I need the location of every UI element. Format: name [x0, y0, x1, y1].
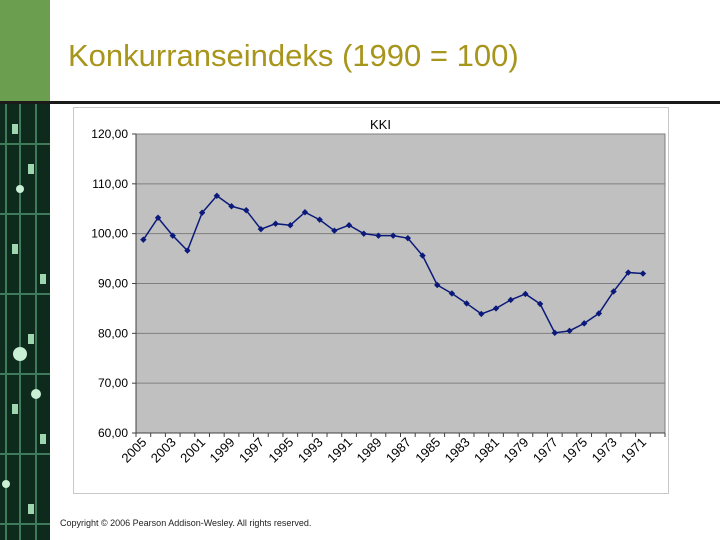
- x-tick-label: 1975: [559, 435, 590, 466]
- data-point: [287, 221, 294, 229]
- side-accent-bar: [0, 0, 50, 104]
- x-tick-label: 1991: [324, 435, 355, 466]
- slide-title: Konkurranseindeks (1990 = 100): [68, 38, 519, 73]
- header-divider: [0, 101, 720, 104]
- data-point: [434, 281, 441, 289]
- x-tick-label: 1997: [236, 435, 267, 466]
- y-tick-label: 70,00: [98, 376, 128, 390]
- data-point: [595, 310, 603, 317]
- data-point: [375, 232, 382, 239]
- data-point: [184, 247, 191, 254]
- data-point: [566, 327, 573, 335]
- line-chart: KKI 120,00 110,00 100,00 90,00 80,00 70,00 60,…: [91, 117, 666, 466]
- chart-title: KKI: [370, 117, 391, 132]
- data-point: [316, 216, 323, 223]
- data-point: [404, 234, 412, 242]
- x-tick-label: 2001: [177, 435, 208, 466]
- data-point: [389, 232, 397, 239]
- data-point: [610, 288, 617, 295]
- data-point: [463, 300, 470, 307]
- data-point: [448, 290, 456, 297]
- y-tick-label: 100,00: [91, 227, 128, 241]
- data-point: [625, 269, 632, 276]
- data-point: [169, 232, 176, 239]
- x-tick-label: 1983: [442, 435, 473, 466]
- data-point: [345, 221, 353, 229]
- data-point: [140, 236, 147, 243]
- data-point: [580, 320, 588, 327]
- data-point: [272, 220, 279, 227]
- x-tick-label: 1977: [530, 435, 561, 466]
- x-tick-label: 1999: [207, 435, 238, 466]
- y-tick-label: 120,00: [91, 127, 128, 141]
- circuit-board-decoration: [0, 104, 50, 540]
- data-point: [213, 192, 221, 199]
- data-point: [243, 207, 250, 214]
- data-point: [154, 214, 162, 221]
- x-tick-label: 2003: [148, 435, 179, 466]
- x-tick-label: 1971: [618, 435, 649, 466]
- x-tick-label: 1981: [471, 435, 502, 466]
- data-point: [257, 225, 265, 233]
- x-tick-label: 1985: [412, 435, 443, 466]
- chart-container: KKI 120,00 110,00 100,00 90,00 80,00 70,00 60,…: [73, 107, 669, 494]
- data-point: [360, 230, 367, 237]
- data-point: [492, 305, 500, 312]
- copyright-notice: Copyright © 2006 Pearson Addison-Wesley.…: [60, 518, 312, 528]
- data-point: [419, 252, 426, 259]
- circuit-pattern-icon: [0, 104, 50, 540]
- data-point: [639, 270, 647, 277]
- x-tick-label: 1973: [589, 435, 620, 466]
- y-tick-label: 110,00: [92, 177, 128, 191]
- x-tick-label: 1989: [354, 435, 385, 466]
- data-point: [198, 209, 206, 216]
- x-tick-label: 1987: [383, 435, 414, 466]
- x-tick-label: 1979: [500, 435, 531, 466]
- x-tick-label: 1993: [295, 435, 326, 466]
- y-tick-label: 60,00: [98, 426, 128, 440]
- y-tick-label: 80,00: [98, 326, 128, 340]
- data-point: [228, 203, 235, 210]
- x-tick-label: 1995: [265, 435, 296, 466]
- y-tick-label: 90,00: [98, 277, 128, 291]
- data-point: [478, 310, 485, 318]
